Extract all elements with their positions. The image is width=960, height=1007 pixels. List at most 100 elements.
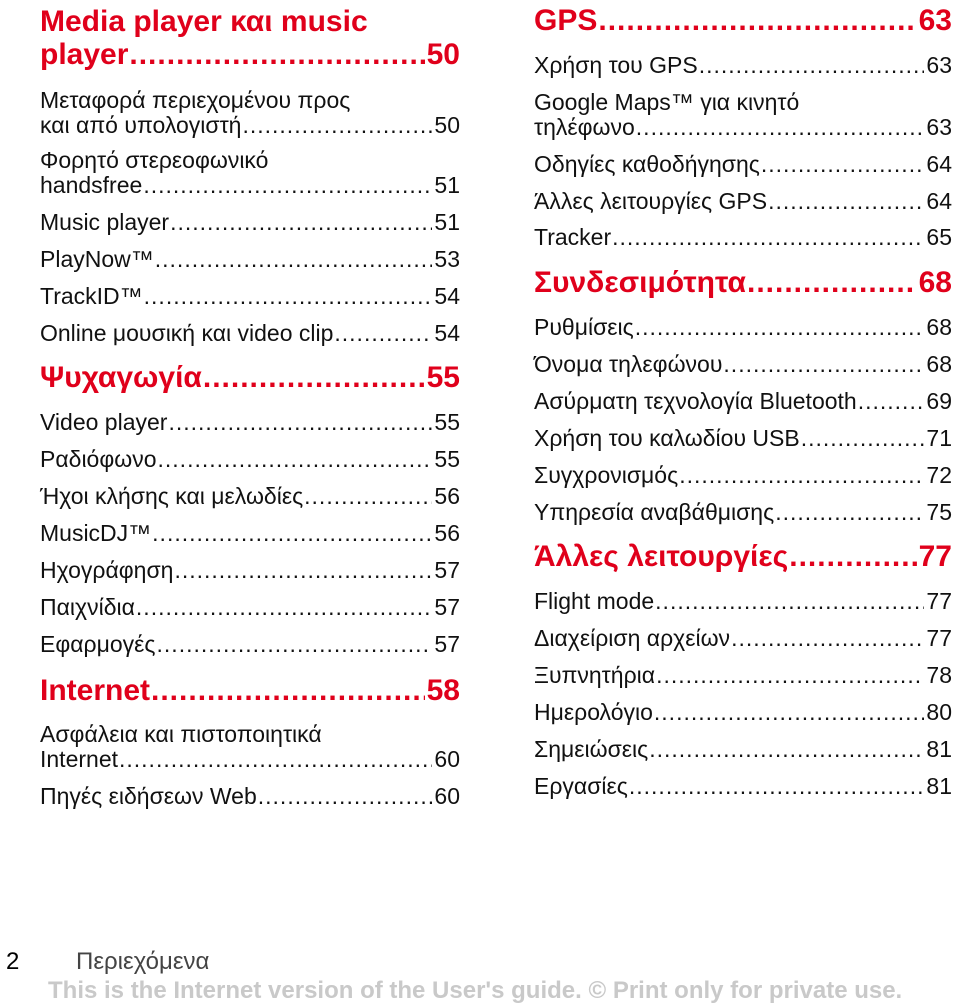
toc-entry[interactable]: Υπηρεσία αναβάθμισης 75 xyxy=(534,499,952,526)
entry-title: Παιχνίδια xyxy=(40,594,135,620)
toc-entry[interactable]: Flight mode 77 xyxy=(534,588,952,615)
entry-title: Διαχείριση αρχείων xyxy=(534,625,731,651)
leader-dots xyxy=(699,52,925,79)
section-heading-line: Media player και music xyxy=(40,5,368,38)
toc-entry[interactable]: Παιχνίδια 57 xyxy=(40,594,460,621)
entry-page: 60 xyxy=(434,746,460,772)
leader-dots xyxy=(598,4,916,38)
leader-dots xyxy=(747,266,917,300)
section-heading[interactable]: GPS 63 xyxy=(534,4,952,38)
toc-entry[interactable]: Διαχείριση αρχείων 77 xyxy=(534,625,952,652)
entry-page: 81 xyxy=(926,773,952,799)
entry-page: 57 xyxy=(434,557,460,583)
entry-title: Ραδιόφωνο xyxy=(40,446,157,472)
leader-dots xyxy=(157,631,433,658)
toc-entry[interactable]: Σημειώσεις 81 xyxy=(534,736,952,763)
entry-page: 54 xyxy=(434,283,460,309)
toc-entry[interactable]: MusicDJ™ 56 xyxy=(40,520,460,547)
entry-title-line: Google Maps™ για κινητό xyxy=(534,89,800,115)
entry-page: 55 xyxy=(434,446,460,472)
toc-entry[interactable]: Όνομα τηλεφώνου 68 xyxy=(534,351,952,378)
toc-entry[interactable]: τηλέφωνο 63 xyxy=(534,114,952,141)
section-heading[interactable]: player 50 xyxy=(40,38,460,72)
footer-section-label: Περιεχόμενα xyxy=(76,948,210,975)
toc-entry[interactable]: Ξυπνητήρια 78 xyxy=(534,662,952,689)
leader-dots xyxy=(242,112,432,139)
section-page: 58 xyxy=(426,674,460,707)
section-heading[interactable]: Ψυχαγωγία 55 xyxy=(40,361,460,395)
toc-entry[interactable]: Οδηγίες καθοδήγησης 64 xyxy=(534,151,952,178)
entry-title: Χρήση του καλωδίου USB xyxy=(534,425,800,451)
entry-page: 68 xyxy=(926,314,952,340)
toc-entry[interactable]: Άλλες λειτουργίες GPS 64 xyxy=(534,188,952,215)
toc-entry[interactable]: Συγχρονισμός 72 xyxy=(534,462,952,489)
leader-dots xyxy=(119,746,432,773)
toc-entry[interactable]: Πηγές ειδήσεων Web 60 xyxy=(40,783,460,810)
entry-page: 68 xyxy=(926,351,952,377)
leader-dots xyxy=(768,188,924,215)
leader-dots xyxy=(789,540,916,574)
leader-dots xyxy=(612,224,924,251)
toc-entry[interactable]: Ήχοι κλήσης και μελωδίες 56 xyxy=(40,483,460,510)
entry-title: Σημειώσεις xyxy=(534,736,649,762)
leader-dots xyxy=(655,588,924,615)
toc-entry[interactable]: Ρυθμίσεις 68 xyxy=(534,314,952,341)
toc-entry[interactable]: Video player 55 xyxy=(40,409,460,436)
leader-dots xyxy=(258,783,433,810)
entry-title-line: Μεταφορά περιεχομένου προς xyxy=(40,87,351,113)
leader-dots xyxy=(155,246,433,273)
entry-title: Tracker xyxy=(534,224,612,250)
entry-page: 54 xyxy=(434,320,460,346)
toc-entry[interactable]: Χρήση του καλωδίου USB 71 xyxy=(534,425,952,452)
entry-page: 69 xyxy=(926,388,952,414)
entry-title-line: Φορητό στερεοφωνικό xyxy=(40,147,269,173)
section-heading[interactable]: Συνδεσιμότητα 68 xyxy=(534,266,952,300)
section-page: 68 xyxy=(918,266,952,299)
leader-dots xyxy=(731,625,924,652)
leader-dots xyxy=(203,361,425,395)
toc-entry[interactable]: Εφαρμογές 57 xyxy=(40,631,460,658)
entry-page: 65 xyxy=(926,224,952,250)
entry-title: Εφαρμογές xyxy=(40,631,156,657)
section-title: Internet xyxy=(40,674,151,707)
leader-dots xyxy=(723,351,924,378)
section-page: 63 xyxy=(918,4,952,37)
entry-title: Συγχρονισμός xyxy=(534,462,679,488)
entry-title: Άλλες λειτουργίες GPS xyxy=(534,188,768,214)
leader-dots xyxy=(635,314,925,341)
entry-title: Internet xyxy=(40,746,118,772)
entry-title: Ήχοι κλήσης και μελωδίες xyxy=(40,483,304,509)
entry-title: handsfree xyxy=(40,172,143,198)
leader-dots xyxy=(143,172,432,199)
toc-entry[interactable]: Online μουσική και video clip 54 xyxy=(40,320,460,347)
leader-dots xyxy=(801,425,925,452)
section-title: Συνδεσιμότητα xyxy=(534,266,746,299)
toc-entry[interactable]: Ραδιόφωνο 55 xyxy=(40,446,460,473)
section-heading[interactable]: Internet 58 xyxy=(40,674,460,708)
toc-entry[interactable]: handsfree 51 xyxy=(40,172,460,199)
toc-entry[interactable]: Music player 51 xyxy=(40,209,460,236)
entry-title: Εργασίες xyxy=(534,773,628,799)
leader-dots xyxy=(304,483,432,510)
entry-page: 56 xyxy=(434,520,460,546)
toc-entry[interactable]: Internet 60 xyxy=(40,746,460,773)
toc-entry[interactable]: Ημερολόγιο 80 xyxy=(534,699,952,726)
toc-entry[interactable]: Ηχογράφηση 57 xyxy=(40,557,460,584)
leader-dots xyxy=(129,38,424,72)
section-page: 77 xyxy=(918,540,952,573)
entry-page: 55 xyxy=(434,409,460,435)
toc-entry[interactable]: Ασύρματη τεχνολογία Bluetooth 69 xyxy=(534,388,952,415)
entry-page: 71 xyxy=(926,425,952,451)
section-title: Άλλες λειτουργίες xyxy=(534,540,789,573)
section-title: GPS xyxy=(534,4,598,37)
toc-entry[interactable]: Χρήση του GPS 63 xyxy=(534,52,952,79)
toc-entry[interactable]: Tracker 65 xyxy=(534,224,952,251)
entry-title: Ηχογράφηση xyxy=(40,557,174,583)
toc-entry[interactable]: Εργασίες 81 xyxy=(534,773,952,800)
section-page: 55 xyxy=(426,361,460,394)
toc-entry[interactable]: TrackID™ 54 xyxy=(40,283,460,310)
toc-entry[interactable]: και από υπολογιστή 50 xyxy=(40,112,460,139)
toc-entry[interactable]: PlayNow™ 53 xyxy=(40,246,460,273)
section-heading[interactable]: Άλλες λειτουργίες 77 xyxy=(534,540,952,574)
entry-title: Χρήση του GPS xyxy=(534,52,698,78)
